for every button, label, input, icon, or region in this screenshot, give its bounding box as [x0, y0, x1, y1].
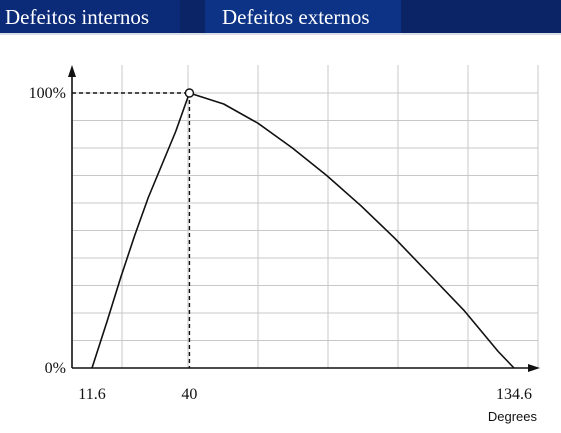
tab-bar: Defeitos internos Defeitos externos: [0, 0, 561, 35]
series-line: [91, 92, 515, 369]
chart-grid: [72, 65, 539, 368]
peak-marker: [184, 88, 195, 98]
x-tick-label: 40: [181, 386, 197, 403]
degrees-chart: 0% 100% 11.6 40 134.6 Degrees: [29, 65, 540, 424]
chart-axes: [68, 65, 540, 372]
tab-internal-defects[interactable]: Defeitos internos: [0, 0, 180, 33]
chart-series: [91, 88, 515, 369]
y-axis-arrow: [68, 65, 76, 77]
x-axis-arrow: [528, 364, 540, 372]
x-tick-label: 11.6: [78, 386, 105, 403]
tab-external-defects[interactable]: Defeitos externos: [205, 0, 401, 33]
peak-guide-lines: [72, 92, 191, 368]
y-tick-label: 100%: [29, 85, 66, 102]
x-axis-label: Degrees: [488, 409, 538, 424]
chart-labels: 0% 100% 11.6 40 134.6 Degrees: [29, 85, 538, 424]
x-tick-label: 134.6: [496, 386, 532, 403]
y-tick-label: 0%: [45, 360, 66, 377]
